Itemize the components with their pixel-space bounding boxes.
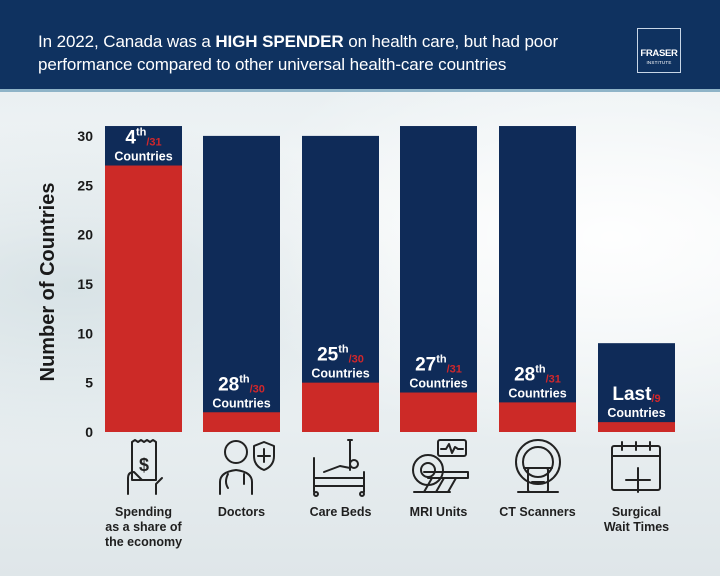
y-tick-label: 10 — [77, 325, 93, 341]
y-tick-label: 0 — [85, 424, 93, 440]
y-axis-ticks: 0 5 10 15 20 25 30 — [77, 128, 93, 440]
countries-label: Countries — [114, 150, 172, 164]
bar-canada-segment — [598, 422, 675, 432]
y-tick-label: 20 — [77, 227, 93, 243]
mri-machine-icon — [412, 439, 469, 493]
hospital-bed-icon — [313, 439, 365, 497]
doctor-icon — [219, 440, 275, 495]
countries-label: Countries — [607, 406, 665, 420]
y-tick-label: 15 — [77, 276, 93, 292]
bar-canada-segment — [203, 412, 280, 432]
countries-label: Countries — [212, 396, 270, 410]
category-label: as a share of — [105, 520, 182, 534]
bar-canada-segment — [105, 165, 182, 432]
category-label: Wait Times — [604, 520, 669, 534]
category-label: the economy — [105, 535, 182, 549]
bar-total — [598, 343, 675, 432]
chart-title: In 2022, Canada was a HIGH SPENDER on he… — [38, 30, 628, 76]
calendar-plus-icon — [611, 441, 661, 493]
category-label: Spending — [115, 505, 172, 519]
logo-line2: INSTITUTE — [646, 60, 672, 65]
rank-label: 25th/30 — [317, 344, 364, 366]
y-tick-label: 5 — [85, 375, 93, 391]
bar-canada-segment — [302, 382, 379, 432]
fraser-institute-logo: FRASER INSTITUTE — [637, 28, 681, 73]
bar-total — [499, 126, 576, 432]
svg-text:$: $ — [139, 455, 149, 475]
category-icons: $ — [127, 439, 661, 497]
receipt-dollar-icon: $ — [127, 439, 163, 495]
bar-canada-segment — [499, 402, 576, 432]
rank-label: 27th/31 — [415, 354, 462, 376]
y-tick-label: 30 — [77, 128, 93, 144]
rank-label: Last/9 — [612, 384, 660, 405]
bar-total — [203, 135, 280, 432]
title-text-rest: on health care, but had poor performance… — [38, 32, 559, 74]
ct-scanner-icon — [515, 439, 561, 493]
bars: 4th/31Countries28th/30Countries25th/30Co… — [105, 126, 675, 432]
logo-line1: FRASER — [640, 48, 678, 59]
title-emphasis: HIGH SPENDER — [215, 32, 344, 51]
countries-label: Countries — [508, 386, 566, 400]
y-axis-label: Number of Countries — [37, 183, 59, 382]
category-label: Surgical — [612, 505, 661, 519]
category-label: Doctors — [218, 505, 265, 519]
y-tick-label: 25 — [77, 177, 93, 193]
rank-label: 4th/31 — [125, 127, 161, 149]
rank-label: 28th/31 — [514, 363, 561, 385]
countries-label: Countries — [409, 377, 467, 391]
bar-total — [400, 126, 477, 432]
title-text: In 2022, Canada was a — [38, 32, 216, 51]
category-label: Care Beds — [310, 505, 372, 519]
category-label: CT Scanners — [499, 505, 575, 519]
header-banner: In 2022, Canada was a HIGH SPENDER on he… — [0, 0, 720, 92]
bar-canada-segment — [400, 392, 477, 432]
category-label: MRI Units — [410, 505, 468, 519]
countries-label: Countries — [311, 367, 369, 381]
rank-label: 28th/30 — [218, 373, 265, 395]
